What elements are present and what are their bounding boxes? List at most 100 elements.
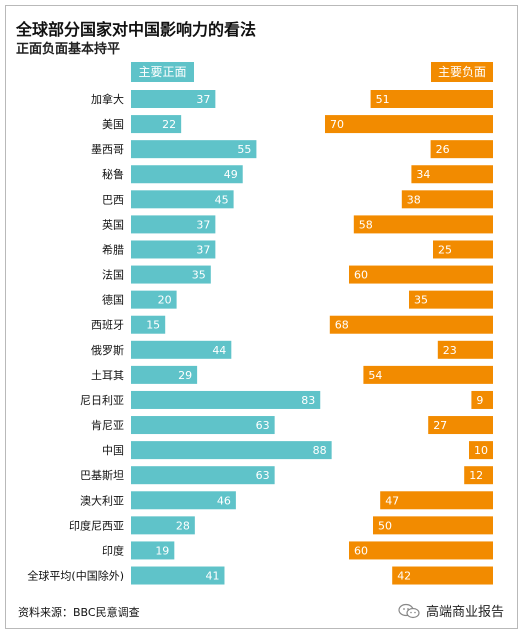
negative-value-label: 10 (474, 444, 488, 457)
legend-positive: 主要正面 (131, 62, 194, 82)
positive-value-label: 19 (155, 544, 169, 557)
negative-value-label: 60 (354, 269, 368, 282)
category-label: 印度尼西亚 (69, 518, 124, 532)
negative-bar (401, 190, 493, 209)
negative-bar (469, 441, 493, 460)
negative-bar (373, 516, 493, 535)
negative-value-label: 26 (436, 143, 450, 156)
positive-value-label: 37 (196, 243, 210, 256)
positive-bar (131, 240, 216, 259)
chart-title: 全球部分国家对中国影响力的看法 (16, 20, 257, 39)
positive-value-label: 29 (178, 369, 192, 382)
positive-bar (131, 441, 332, 460)
negative-value-label: 9 (476, 394, 483, 407)
negative-value-label: 70 (330, 118, 344, 131)
positive-bar (131, 290, 177, 309)
negative-value-label: 60 (354, 544, 368, 557)
negative-bar (349, 541, 493, 560)
source-note: 资料来源：BBC民意调查 (18, 606, 140, 619)
legend-negative: 主要负面 (431, 62, 493, 82)
positive-bar (131, 190, 234, 209)
negative-value-label: 25 (438, 243, 452, 256)
negative-bar (325, 115, 493, 134)
category-label: 加拿大 (91, 92, 124, 106)
negative-bar (380, 491, 493, 510)
negative-bar (409, 290, 493, 309)
positive-value-label: 83 (301, 394, 315, 407)
category-label: 德国 (102, 293, 124, 307)
negative-value-label: 23 (443, 344, 457, 357)
negative-value-label: 50 (378, 519, 392, 532)
category-label: 全球平均(中国除外) (27, 569, 124, 583)
positive-value-label: 49 (224, 168, 238, 181)
negative-value-label: 54 (368, 369, 382, 382)
positive-value-label: 63 (256, 469, 270, 482)
positive-value-label: 28 (176, 519, 190, 532)
category-label: 尼日利亚 (80, 394, 124, 407)
positive-value-label: 44 (212, 344, 226, 357)
negative-value-label: 38 (407, 193, 421, 206)
positive-value-label: 37 (196, 93, 210, 106)
negative-value-label: 12 (469, 469, 483, 482)
category-label: 秘鲁 (102, 167, 124, 181)
category-label: 土耳其 (91, 369, 124, 382)
category-label: 印度 (102, 543, 124, 557)
positive-value-label: 45 (215, 193, 229, 206)
category-label: 俄罗斯 (91, 344, 124, 357)
negative-bar (363, 365, 493, 384)
negative-value-label: 34 (416, 168, 430, 181)
negative-value-label: 27 (433, 419, 447, 432)
positive-bar (131, 140, 257, 159)
positive-value-label: 35 (192, 269, 206, 282)
negative-bar (430, 140, 493, 159)
positive-bar (131, 215, 216, 234)
negative-bar (437, 340, 493, 359)
positive-bar (131, 416, 275, 435)
negative-bar (471, 390, 493, 409)
negative-bar (411, 165, 493, 184)
positive-value-label: 55 (237, 143, 251, 156)
category-label: 英国 (102, 217, 124, 231)
negative-value-label: 42 (397, 570, 411, 583)
positive-bar (131, 541, 175, 560)
category-label: 巴基斯坦 (80, 468, 124, 482)
positive-value-label: 41 (205, 570, 219, 583)
positive-bar (131, 491, 236, 510)
negative-value-label: 35 (414, 294, 428, 307)
chart-subtitle: 正面负面基本持平 (16, 42, 121, 57)
positive-value-label: 46 (217, 494, 231, 507)
positive-value-label: 37 (196, 218, 210, 231)
category-label: 墨西哥 (91, 143, 124, 156)
category-label: 西班牙 (91, 319, 124, 332)
positive-bar (131, 340, 232, 359)
positive-bar (131, 365, 198, 384)
category-label: 巴西 (102, 193, 124, 206)
wechat-icon (398, 603, 420, 618)
category-label: 中国 (102, 444, 124, 457)
positive-bar (131, 165, 243, 184)
negative-bar (353, 215, 493, 234)
negative-bar (370, 90, 493, 108)
positive-bar (131, 516, 195, 535)
positive-bar (131, 90, 216, 108)
category-label: 美国 (102, 118, 124, 131)
category-label: 肯尼亚 (91, 419, 124, 432)
negative-bar (392, 566, 493, 585)
category-label: 希腊 (102, 242, 124, 256)
positive-bar (131, 566, 225, 585)
negative-bar (349, 265, 493, 284)
positive-value-label: 15 (146, 319, 160, 332)
negative-value-label: 47 (385, 494, 399, 507)
negative-value-label: 68 (335, 319, 349, 332)
positive-value-label: 88 (313, 444, 327, 457)
positive-value-label: 20 (158, 294, 172, 307)
negative-bar (433, 240, 493, 259)
negative-value-label: 58 (359, 218, 373, 231)
positive-value-label: 63 (256, 419, 270, 432)
brand-name: 高端商业报告 (426, 605, 505, 620)
negative-bar (428, 416, 493, 435)
positive-bar (131, 315, 166, 334)
positive-value-label: 22 (162, 118, 176, 131)
brand-footer: 高端商业报告 (398, 601, 504, 620)
